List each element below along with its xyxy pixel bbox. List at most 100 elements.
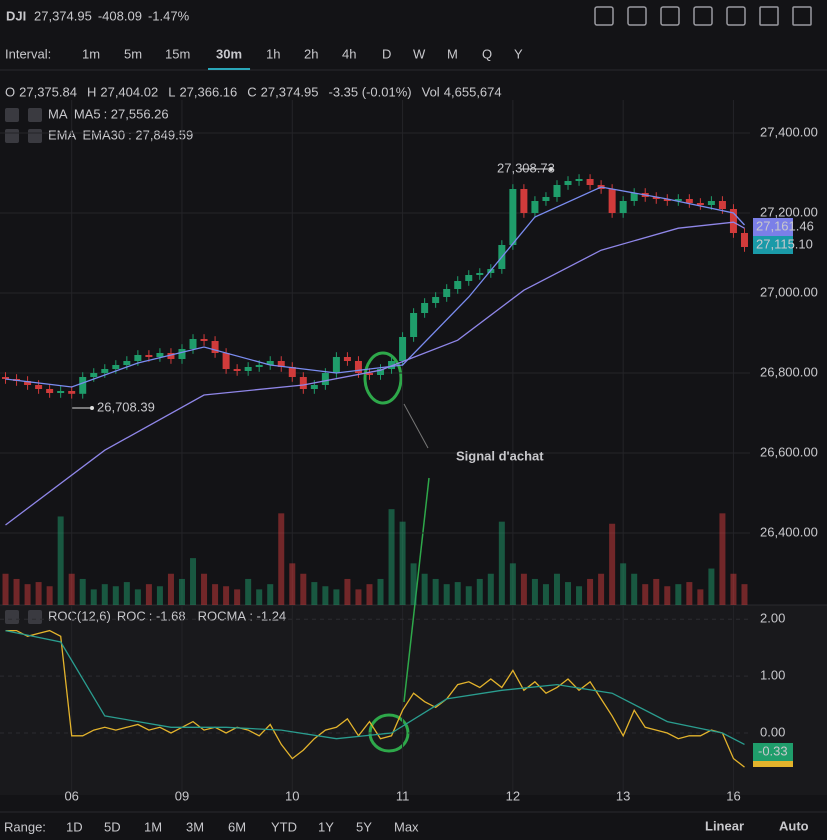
indicator-line bbox=[5, 221, 745, 526]
x-tick-label: 06 bbox=[64, 788, 78, 803]
candle-body bbox=[707, 201, 715, 205]
volume-bar bbox=[223, 586, 230, 605]
legend-name: EMA30 bbox=[83, 127, 126, 142]
volume-bar bbox=[377, 578, 384, 605]
visibility-toggle[interactable] bbox=[5, 129, 19, 143]
volume-bar bbox=[123, 582, 130, 605]
range-button[interactable]: 3M bbox=[186, 819, 204, 834]
interval-button[interactable]: 1m bbox=[82, 46, 100, 61]
interval-button[interactable]: 5m bbox=[124, 46, 142, 61]
visibility-toggle[interactable] bbox=[5, 108, 19, 122]
range-button[interactable]: 5D bbox=[104, 819, 121, 834]
legend-value: : -1.24 bbox=[249, 608, 286, 623]
candle-icon[interactable] bbox=[660, 6, 680, 26]
volume-bar bbox=[686, 582, 693, 605]
indicator-line bbox=[5, 629, 745, 745]
y-tick-label: 2.00 bbox=[760, 611, 785, 626]
remove-button[interactable] bbox=[28, 108, 42, 122]
signal-circle bbox=[363, 351, 403, 405]
scale-button[interactable]: Linear bbox=[705, 818, 744, 833]
candle-body bbox=[740, 233, 748, 247]
interval-button[interactable]: 15m bbox=[165, 46, 190, 61]
remove-button[interactable] bbox=[28, 129, 42, 143]
price-tag: 27,115.10 bbox=[756, 236, 813, 251]
interval-button[interactable]: W bbox=[413, 46, 426, 61]
volume-bar bbox=[322, 586, 329, 605]
candle-body bbox=[167, 353, 175, 359]
range-button[interactable]: 5Y bbox=[356, 819, 372, 834]
interval-button[interactable]: 4h bbox=[342, 46, 356, 61]
volume-bar bbox=[609, 523, 616, 605]
candle-body bbox=[24, 381, 32, 385]
volume-bar bbox=[201, 573, 208, 605]
line-icon[interactable] bbox=[627, 6, 647, 26]
candle-body bbox=[145, 355, 153, 357]
volume-bar bbox=[156, 586, 163, 605]
ohlc-o-label: O bbox=[5, 84, 15, 99]
volume-bar bbox=[300, 573, 307, 605]
auto-button[interactable]: Auto bbox=[779, 818, 809, 833]
range-button[interactable]: Max bbox=[394, 819, 419, 834]
interval-button[interactable]: Q bbox=[482, 46, 492, 61]
draw-icon[interactable] bbox=[594, 6, 614, 26]
range-button[interactable]: 6M bbox=[228, 819, 246, 834]
fullscreen-icon[interactable] bbox=[759, 6, 779, 26]
candle-body bbox=[531, 201, 539, 213]
volume-bar bbox=[278, 513, 285, 605]
layout-icon[interactable] bbox=[792, 6, 812, 26]
roc-title: ROC(12,6) bbox=[48, 608, 111, 623]
interval-button[interactable]: M bbox=[447, 46, 458, 61]
x-tick-label: 11 bbox=[396, 788, 410, 803]
volume-bar bbox=[421, 573, 428, 605]
candle-body bbox=[410, 313, 418, 337]
candle-body bbox=[299, 377, 307, 389]
volume-bar bbox=[267, 584, 274, 605]
roc-pane bbox=[0, 605, 827, 795]
volume-bar bbox=[531, 578, 538, 605]
range-button[interactable]: 1D bbox=[66, 819, 83, 834]
interval-button[interactable]: 2h bbox=[304, 46, 318, 61]
ohlc-change: -3.35 (-0.01%) bbox=[329, 84, 412, 99]
range-button[interactable]: YTD bbox=[271, 819, 297, 834]
interval-button[interactable]: 1h bbox=[266, 46, 280, 61]
visibility-toggle[interactable] bbox=[5, 610, 19, 624]
settings-icon[interactable] bbox=[726, 6, 746, 26]
toolbar-icons bbox=[594, 6, 812, 26]
indicator-name: EMA bbox=[48, 127, 77, 142]
volume-bar bbox=[190, 558, 197, 605]
y-tick-label: 27,200.00 bbox=[760, 204, 818, 219]
candle-body bbox=[399, 337, 407, 361]
price-tag: -0.33 bbox=[758, 743, 788, 758]
candle-body bbox=[200, 339, 208, 341]
candle-body bbox=[685, 199, 693, 203]
candle-body bbox=[674, 199, 682, 201]
range-button[interactable]: 1M bbox=[144, 819, 162, 834]
price-tag-bg bbox=[753, 218, 793, 236]
candle-body bbox=[343, 357, 351, 361]
interval-button[interactable]: Y bbox=[514, 46, 523, 61]
volume-bar bbox=[410, 563, 417, 605]
volume-bar bbox=[399, 521, 406, 605]
volume-bar bbox=[664, 586, 671, 605]
volume-bar bbox=[212, 584, 219, 605]
candle-body bbox=[443, 289, 451, 297]
volume-bar bbox=[598, 573, 605, 605]
candle-body bbox=[255, 365, 263, 367]
candle-body bbox=[608, 189, 616, 213]
volume-bar bbox=[388, 509, 395, 605]
volume-bar bbox=[509, 563, 516, 605]
annotation-dot bbox=[549, 167, 553, 171]
indicator-line bbox=[5, 186, 745, 388]
annotation: Signal d'achat bbox=[456, 448, 544, 463]
volume-bar bbox=[642, 584, 649, 605]
remove-button[interactable] bbox=[28, 610, 42, 624]
interval-button[interactable]: D bbox=[382, 46, 391, 61]
compare-icon[interactable] bbox=[693, 6, 713, 26]
candle-body bbox=[266, 361, 274, 365]
candle-body bbox=[354, 361, 362, 373]
candle-body bbox=[46, 389, 54, 393]
candle-body bbox=[454, 281, 462, 289]
interval-button[interactable]: 30m bbox=[216, 46, 242, 61]
range-button[interactable]: 1Y bbox=[318, 819, 334, 834]
ohlc-o: 27,375.84 bbox=[19, 84, 77, 99]
